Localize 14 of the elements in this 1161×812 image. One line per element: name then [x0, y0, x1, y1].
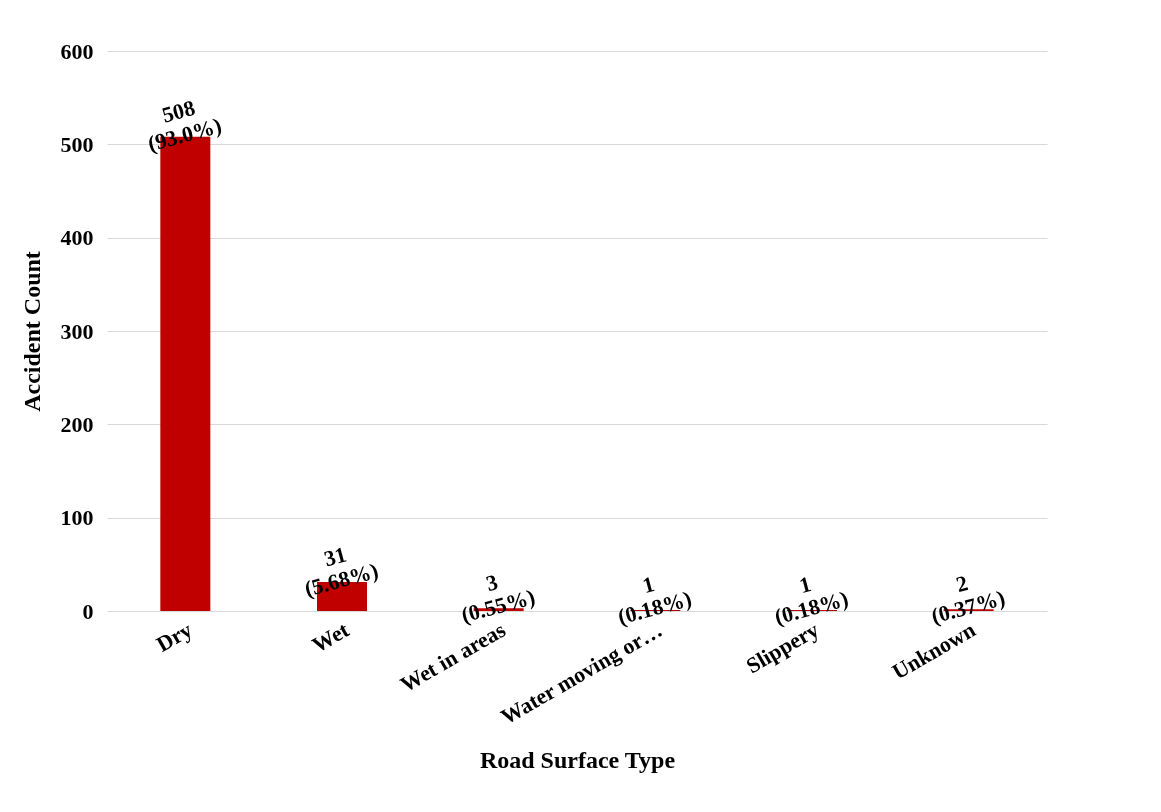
x-tick-label: Dry [152, 616, 197, 657]
y-tick-label: 0 [82, 598, 94, 624]
y-tick-label: 200 [60, 411, 94, 437]
x-tick-label: Wet [307, 616, 354, 658]
y-tick-label: 500 [60, 131, 94, 157]
data-label: 508 (93.0%) [145, 94, 225, 157]
data-label: 1 (0.18%) [615, 570, 695, 630]
x-axis-title: Road Surface Type [479, 746, 676, 773]
y-tick-label: 100 [60, 505, 94, 531]
y-tick-label: 400 [60, 225, 94, 251]
y-tick-label: 600 [60, 38, 94, 64]
y-axis-title: Accident Count [18, 251, 45, 412]
data-label: 31 (5.68%) [301, 541, 381, 602]
y-tick-label: 300 [60, 318, 94, 344]
